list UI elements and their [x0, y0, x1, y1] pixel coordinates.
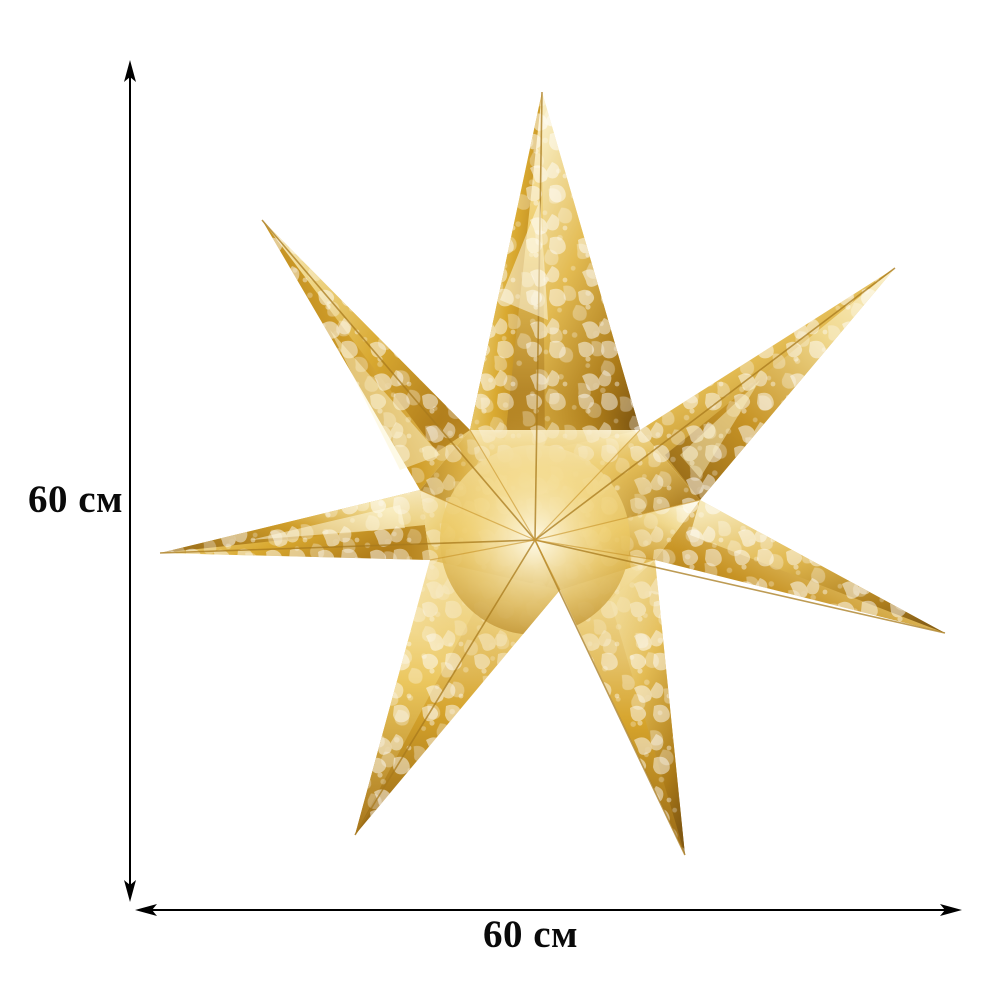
dimension-lines — [124, 60, 962, 916]
width-dimension-arrow — [135, 904, 962, 916]
specular-highlights — [250, 200, 760, 540]
height-dimension-label: 60 см — [28, 478, 124, 521]
valley-folds — [419, 429, 701, 591]
filigree-cutouts — [160, 92, 945, 855]
height-dimension-arrow — [124, 60, 136, 902]
arrowhead-left-icon — [135, 904, 157, 916]
arrowhead-right-icon — [940, 904, 962, 916]
star-body — [159, 91, 946, 856]
arrowhead-down-icon — [124, 880, 136, 902]
width-dimension-label: 60 см — [483, 913, 579, 956]
arrowhead-up-icon — [124, 60, 136, 82]
